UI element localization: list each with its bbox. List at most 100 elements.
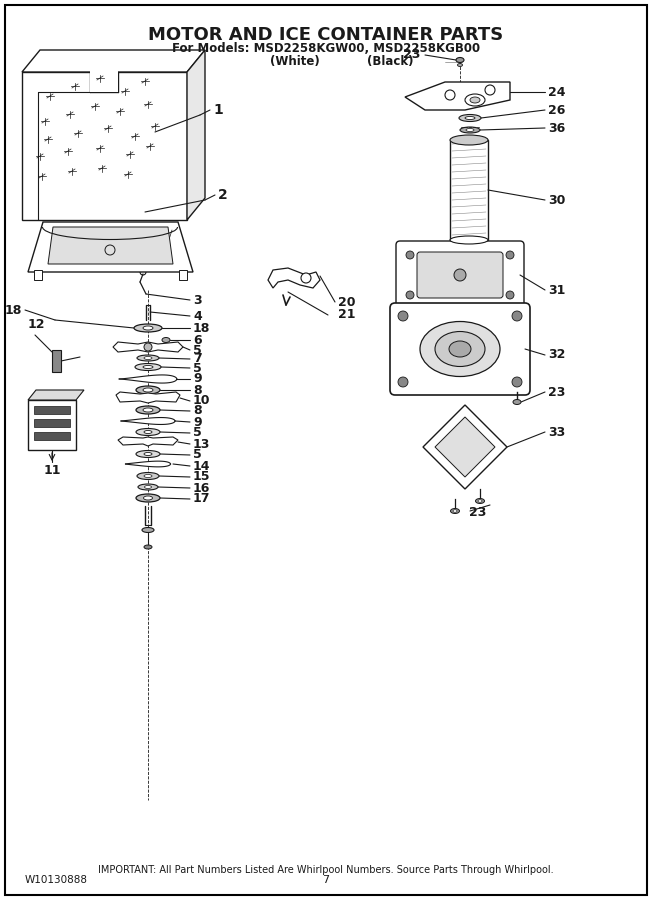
Ellipse shape [136,494,160,502]
Ellipse shape [143,496,153,500]
Ellipse shape [143,326,153,330]
Polygon shape [119,375,177,383]
Text: 16: 16 [193,482,211,494]
Ellipse shape [136,406,160,414]
Ellipse shape [450,236,488,244]
Text: 10: 10 [193,394,211,408]
Ellipse shape [144,474,152,478]
Polygon shape [121,418,175,425]
Polygon shape [118,437,178,446]
Ellipse shape [458,64,462,67]
Text: 6: 6 [193,334,201,346]
Polygon shape [268,268,320,288]
Ellipse shape [144,430,152,434]
Text: 9: 9 [193,373,201,385]
Ellipse shape [143,408,153,412]
Bar [34,419,70,427]
Polygon shape [22,50,205,72]
Text: 13: 13 [193,437,211,451]
Bar [34,432,70,440]
Circle shape [506,291,514,299]
Text: 14: 14 [193,460,211,473]
Ellipse shape [136,428,160,436]
Ellipse shape [144,453,152,455]
Text: 5: 5 [193,427,201,439]
Text: 7: 7 [323,875,329,885]
Bar [34,406,70,414]
Polygon shape [28,390,84,400]
Text: 23: 23 [469,506,486,518]
Text: 24: 24 [548,86,565,98]
Circle shape [512,377,522,387]
Ellipse shape [134,324,162,332]
Ellipse shape [142,527,154,533]
Circle shape [454,269,466,281]
Ellipse shape [135,364,161,371]
Text: 1: 1 [213,103,223,117]
Ellipse shape [137,355,159,361]
Text: 7: 7 [193,353,201,365]
Circle shape [445,90,455,100]
Polygon shape [113,342,183,352]
Bar [450,140,488,240]
Text: 15: 15 [193,471,211,483]
Ellipse shape [513,400,521,404]
Text: 30: 30 [548,194,565,206]
Text: 11: 11 [44,464,61,476]
Text: 4: 4 [193,310,201,322]
Ellipse shape [478,500,482,502]
Text: 21: 21 [338,309,355,321]
Text: 9: 9 [193,416,201,428]
Polygon shape [48,227,173,264]
Text: 20: 20 [338,295,355,309]
FancyBboxPatch shape [417,252,503,298]
Circle shape [506,251,514,259]
Bar [28,400,76,450]
Ellipse shape [144,356,152,359]
Ellipse shape [138,484,158,490]
Text: 23: 23 [403,49,420,61]
Ellipse shape [136,386,160,394]
Circle shape [301,273,311,283]
Text: 5: 5 [193,344,201,356]
Polygon shape [423,405,507,489]
Text: 26: 26 [548,104,565,116]
Polygon shape [405,82,510,110]
Text: 5: 5 [193,362,201,374]
Text: 8: 8 [193,383,201,397]
Ellipse shape [453,509,457,512]
Text: 2: 2 [218,188,228,202]
Circle shape [398,377,408,387]
Text: MOTOR AND ICE CONTAINER PARTS: MOTOR AND ICE CONTAINER PARTS [149,26,503,44]
Bar [22,72,187,220]
Circle shape [406,251,414,259]
Ellipse shape [465,94,485,106]
Ellipse shape [435,331,485,366]
Text: (White): (White) [270,55,320,68]
Text: For Models: MSD2258KGW00, MSD2258KGB00: For Models: MSD2258KGW00, MSD2258KGB00 [172,42,480,55]
Text: 23: 23 [548,385,565,399]
Polygon shape [435,417,495,477]
Text: 8: 8 [193,404,201,418]
Text: 18: 18 [5,303,22,317]
FancyBboxPatch shape [390,303,530,395]
Ellipse shape [145,485,151,489]
Ellipse shape [136,451,160,457]
Text: 33: 33 [548,426,565,438]
Bar [52,350,61,372]
FancyBboxPatch shape [396,241,524,309]
Ellipse shape [449,341,471,357]
Ellipse shape [459,114,481,122]
Text: 17: 17 [193,492,211,506]
Circle shape [512,311,522,321]
Polygon shape [116,392,180,403]
Ellipse shape [143,388,153,392]
Ellipse shape [466,129,474,131]
Circle shape [406,291,414,299]
Ellipse shape [137,472,159,480]
Text: 18: 18 [193,321,211,335]
Text: 5: 5 [193,448,201,462]
Ellipse shape [475,499,484,503]
Text: 12: 12 [28,319,46,331]
Bar [34,270,42,280]
